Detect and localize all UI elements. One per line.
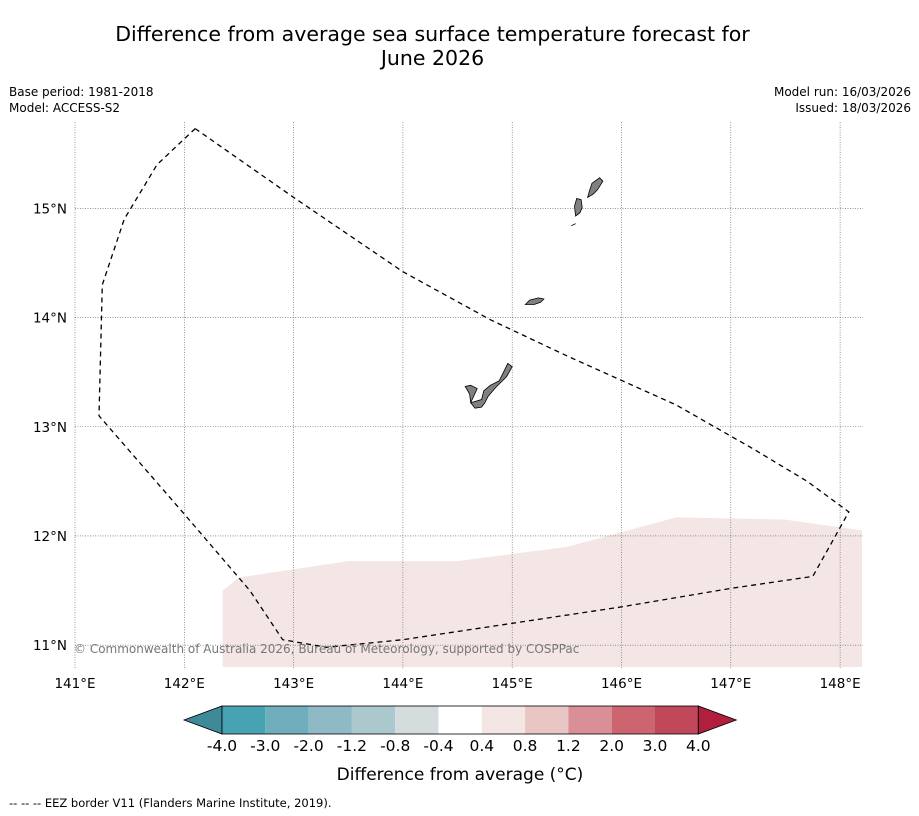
island-rota <box>524 297 545 305</box>
lon-tick-label: 146°E <box>601 676 642 692</box>
island-aguijan <box>571 223 576 227</box>
eez-footnote: -- -- -- EEZ border V11 (Flanders Marine… <box>9 796 332 810</box>
colorbar-segment <box>655 706 699 734</box>
colorbar-over-arrow <box>697 705 738 735</box>
colorbar-tick-label: 1.2 <box>556 737 581 755</box>
colorbar-segment <box>525 706 569 734</box>
lon-tick-label: 143°E <box>273 676 314 692</box>
colorbar-tick-label: -3.0 <box>250 737 280 755</box>
model-run-text: Model run: 16/03/2026 <box>773 85 911 99</box>
colorbar-tick-label: 0.4 <box>469 737 494 755</box>
colorbar-tick-label: -4.0 <box>207 737 237 755</box>
island-layer <box>464 177 604 409</box>
eez-layer <box>98 128 850 648</box>
meta-right: Model run: 16/03/2026 Issued: 18/03/2026 <box>774 84 911 116</box>
title-line-2: June 2026 <box>380 46 485 70</box>
lat-tick-label: 11°N <box>33 638 67 654</box>
colorbar-segment <box>568 706 612 734</box>
anomaly-layer <box>222 517 863 667</box>
colorbar-under-arrow <box>182 705 223 735</box>
lat-tick-label: 15°N <box>33 201 67 217</box>
colorbar: -4.0 -3.0 -2.0 -1.2 -0.8 -0.4 0.4 0.8 1.2 2.0 3.0 4… <box>182 705 738 755</box>
colorbar-segment <box>308 706 352 734</box>
lat-tick-label: 14°N <box>33 311 67 327</box>
colorbar-frame <box>221 705 699 735</box>
colorbar-segment <box>481 706 526 734</box>
colorbar-segment <box>438 706 482 734</box>
colorbar-tick-label: -0.4 <box>423 737 453 755</box>
eez-border <box>98 128 850 648</box>
lat-tick-label: 12°N <box>33 529 67 545</box>
issued-text: Issued: 18/03/2026 <box>795 101 911 115</box>
meta-left: Base period: 1981-2018 Model: ACCESS-S2 <box>9 84 154 116</box>
chart-title: Difference from average sea surface temp… <box>100 22 765 70</box>
colorbar-tick-label: 2.0 <box>599 737 624 755</box>
lon-tick-label: 148°E <box>820 676 861 692</box>
colorbar-tick-label: 3.0 <box>643 737 668 755</box>
lon-tick-label: 141°E <box>54 676 95 692</box>
island-tinian <box>574 198 583 217</box>
colorbar-segment <box>222 706 266 734</box>
lat-tick-label: 13°N <box>33 420 67 436</box>
axis-tick-labels: 141°E 142°E 143°E 144°E 145°E 146°E 147°E 148°E… <box>33 201 861 692</box>
base-period-text: Base period: 1981-2018 <box>9 85 154 99</box>
colorbar-tick-label: 4.0 <box>686 737 711 755</box>
colorbar-title: Difference from average (°C) <box>337 765 584 785</box>
lon-tick-label: 145°E <box>492 676 533 692</box>
model-text: Model: ACCESS-S2 <box>9 101 121 115</box>
island-guam <box>464 362 513 409</box>
colorbar-tick-label: -2.0 <box>293 737 323 755</box>
colorbar-tick-label: -0.8 <box>380 737 410 755</box>
colorbar-segment <box>351 706 396 734</box>
colorbar-segment <box>395 706 439 734</box>
lon-tick-label: 147°E <box>710 676 751 692</box>
title-line-1: Difference from average sea surface temp… <box>115 22 750 46</box>
copyright-text: © Commonwealth of Australia 2026, Bureau… <box>74 642 579 656</box>
colorbar-segment <box>611 706 655 734</box>
colorbar-tick-label: 0.8 <box>513 737 538 755</box>
lon-tick-label: 144°E <box>382 676 423 692</box>
anomaly-region-0.4-0.8 <box>222 517 863 667</box>
lon-tick-label: 142°E <box>164 676 205 692</box>
colorbar-segment <box>265 706 309 734</box>
colorbar-tick-label: -1.2 <box>337 737 367 755</box>
island-saipan <box>586 177 604 199</box>
gridlines <box>74 122 863 668</box>
